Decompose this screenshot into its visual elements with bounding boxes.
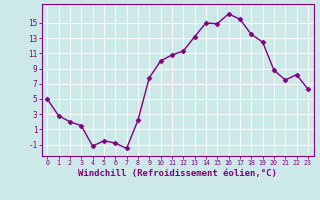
X-axis label: Windchill (Refroidissement éolien,°C): Windchill (Refroidissement éolien,°C) xyxy=(78,169,277,178)
